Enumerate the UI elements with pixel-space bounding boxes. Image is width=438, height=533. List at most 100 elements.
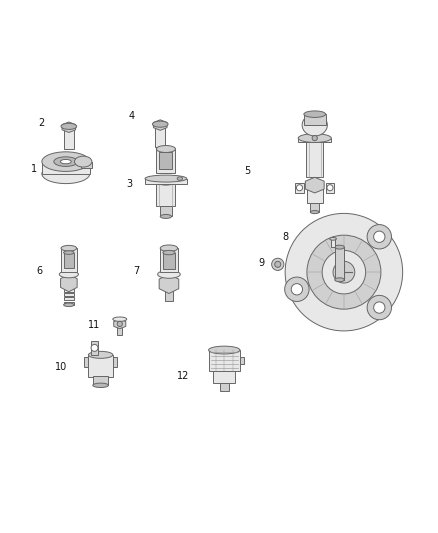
Bar — [155, 125, 166, 147]
Bar — [156, 149, 176, 173]
Ellipse shape — [61, 245, 77, 251]
Circle shape — [367, 224, 392, 249]
Text: 8: 8 — [282, 232, 288, 242]
Ellipse shape — [88, 351, 113, 358]
Ellipse shape — [54, 157, 78, 166]
Bar — [64, 302, 74, 305]
Circle shape — [285, 277, 309, 302]
Bar — [117, 327, 122, 335]
Ellipse shape — [158, 270, 180, 278]
Circle shape — [333, 261, 355, 283]
Bar — [163, 253, 175, 269]
Bar — [311, 204, 319, 212]
Bar — [208, 350, 240, 371]
Bar — [159, 152, 173, 168]
Ellipse shape — [42, 152, 90, 172]
Bar — [64, 293, 74, 296]
Ellipse shape — [304, 111, 325, 117]
Bar — [298, 138, 331, 142]
Ellipse shape — [93, 383, 109, 387]
Ellipse shape — [208, 346, 240, 354]
Text: 12: 12 — [177, 371, 190, 381]
Polygon shape — [305, 177, 324, 193]
Bar — [160, 206, 172, 216]
Bar — [325, 183, 334, 192]
Bar — [88, 355, 113, 377]
Ellipse shape — [60, 159, 71, 164]
Text: 11: 11 — [88, 320, 100, 330]
Bar — [91, 341, 98, 355]
Ellipse shape — [113, 317, 127, 321]
Circle shape — [374, 231, 385, 243]
Bar — [113, 357, 117, 367]
Polygon shape — [62, 122, 76, 133]
Circle shape — [367, 295, 392, 320]
Bar — [295, 183, 304, 192]
Ellipse shape — [177, 177, 183, 180]
Bar — [307, 186, 322, 204]
Ellipse shape — [156, 178, 176, 185]
Bar — [156, 182, 176, 206]
Ellipse shape — [311, 211, 319, 214]
Bar — [165, 288, 173, 301]
Bar — [42, 161, 90, 174]
Ellipse shape — [64, 303, 74, 306]
Text: 3: 3 — [127, 179, 133, 189]
Ellipse shape — [298, 134, 331, 142]
Bar — [93, 376, 109, 385]
Ellipse shape — [163, 251, 175, 255]
Text: 4: 4 — [129, 111, 135, 122]
Text: 10: 10 — [55, 362, 67, 373]
Ellipse shape — [302, 114, 327, 136]
Ellipse shape — [160, 214, 172, 219]
Bar — [64, 297, 74, 301]
Circle shape — [285, 213, 403, 331]
Circle shape — [272, 258, 284, 270]
Circle shape — [322, 251, 366, 294]
Ellipse shape — [152, 121, 168, 127]
Ellipse shape — [61, 123, 77, 130]
Polygon shape — [159, 274, 179, 294]
Circle shape — [91, 344, 98, 351]
Text: 5: 5 — [244, 166, 251, 176]
Bar — [306, 142, 323, 177]
Ellipse shape — [42, 164, 90, 183]
Bar — [240, 357, 244, 364]
Bar — [335, 247, 344, 280]
Bar — [145, 179, 187, 184]
Ellipse shape — [335, 278, 344, 282]
Circle shape — [327, 184, 333, 191]
Ellipse shape — [330, 237, 336, 240]
Polygon shape — [153, 120, 167, 130]
Ellipse shape — [74, 156, 92, 167]
Bar — [160, 248, 178, 272]
Circle shape — [307, 235, 381, 309]
Polygon shape — [60, 274, 77, 292]
Polygon shape — [114, 319, 126, 329]
Ellipse shape — [59, 271, 78, 278]
Bar — [220, 383, 229, 391]
Circle shape — [312, 135, 318, 141]
Bar — [81, 161, 92, 168]
Ellipse shape — [335, 245, 344, 249]
Bar — [331, 239, 336, 247]
Bar — [84, 357, 88, 367]
Ellipse shape — [160, 245, 178, 252]
Circle shape — [291, 284, 303, 295]
Bar — [61, 248, 77, 272]
Ellipse shape — [156, 146, 176, 152]
Text: 2: 2 — [38, 118, 45, 128]
Circle shape — [275, 261, 281, 268]
Text: 1: 1 — [31, 164, 37, 174]
Text: 9: 9 — [258, 258, 265, 268]
Bar — [64, 253, 74, 268]
Bar — [64, 289, 74, 292]
Ellipse shape — [145, 175, 187, 182]
Circle shape — [374, 302, 385, 313]
Bar — [304, 114, 325, 125]
Bar — [64, 127, 74, 149]
Bar — [213, 371, 235, 383]
Circle shape — [297, 184, 303, 191]
Ellipse shape — [64, 251, 74, 254]
Circle shape — [117, 321, 122, 327]
